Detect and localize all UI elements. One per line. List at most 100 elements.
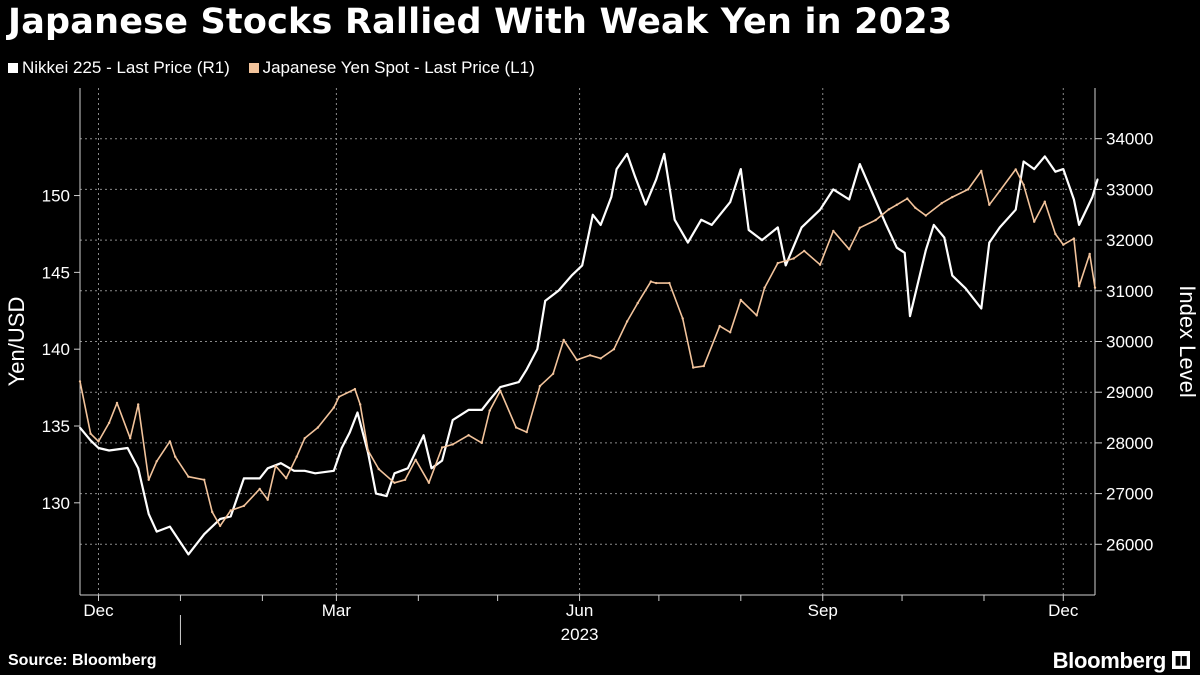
data-point-yen xyxy=(1077,285,1081,288)
data-point-nikkei xyxy=(1096,178,1099,181)
data-point-nikkei xyxy=(909,315,911,317)
data-point-nikkei xyxy=(525,368,528,371)
data-point-nikkei xyxy=(557,289,560,292)
data-point-yen xyxy=(940,202,943,205)
legend-item-yen: Japanese Yen Spot - Last Price (L1) xyxy=(248,58,535,77)
data-point-yen xyxy=(393,481,396,484)
data-point-yen xyxy=(203,478,206,481)
data-point-yen xyxy=(129,437,132,440)
data-point-nikkei xyxy=(332,469,335,472)
data-point-yen xyxy=(274,464,277,468)
left-tick-label: 150 xyxy=(42,187,70,206)
data-point-nikkei xyxy=(903,251,906,254)
data-point-nikkei xyxy=(885,224,888,226)
left-tick-label: 135 xyxy=(42,417,70,436)
data-point-nikkei xyxy=(219,518,222,520)
data-point-yen xyxy=(1062,243,1065,246)
data-point-nikkei xyxy=(108,449,110,452)
data-point-nikkei xyxy=(634,175,636,178)
data-point-yen xyxy=(316,426,320,429)
data-point-nikkei xyxy=(1022,160,1025,163)
data-point-yen xyxy=(692,366,695,369)
grid xyxy=(80,88,1095,595)
data-point-nikkei xyxy=(1014,208,1017,211)
right-tick-label: 29000 xyxy=(1106,383,1153,402)
data-point-yen xyxy=(242,504,246,508)
data-point-yen xyxy=(115,401,119,405)
data-point-yen xyxy=(440,446,444,449)
data-point-yen xyxy=(451,443,454,446)
data-point-yen xyxy=(107,421,111,425)
data-point-yen xyxy=(229,509,232,512)
right-tick-label: 27000 xyxy=(1106,485,1153,504)
data-point-yen xyxy=(625,320,629,323)
legend-swatch-yen xyxy=(248,62,259,73)
data-point-yen xyxy=(359,403,362,406)
data-point-yen xyxy=(998,189,1001,193)
right-axis-title: Index Level xyxy=(1175,285,1200,398)
data-point-yen xyxy=(966,188,970,191)
data-point-yen xyxy=(980,169,983,173)
data-point-yen xyxy=(702,364,705,368)
data-point-yen xyxy=(1072,237,1076,240)
data-point-nikkei xyxy=(1043,155,1046,158)
data-point-nikkei xyxy=(747,229,750,231)
data-point-nikkei xyxy=(687,241,689,244)
data-point-nikkei xyxy=(441,459,443,462)
data-point-nikkei xyxy=(599,224,602,226)
data-point-nikkei xyxy=(229,515,232,518)
data-point-yen xyxy=(874,218,877,222)
data-point-nikkei xyxy=(951,274,954,277)
data-point-yen xyxy=(467,434,470,437)
data-point-yen xyxy=(848,248,851,251)
data-point-yen xyxy=(366,449,370,452)
bloomberg-terminal-icon: ▮▮ xyxy=(1172,651,1190,670)
left-tick-label: 140 xyxy=(42,340,70,359)
data-point-nikkei xyxy=(480,409,483,411)
data-point-nikkei xyxy=(710,224,713,226)
data-point-yen xyxy=(218,524,222,528)
data-point-yen xyxy=(353,387,357,391)
data-point-nikkei xyxy=(1078,224,1080,226)
data-point-yen xyxy=(858,226,861,229)
data-point-yen xyxy=(988,203,991,206)
data-point-yen xyxy=(332,406,335,409)
data-point-nikkei xyxy=(375,492,377,495)
data-point-yen xyxy=(718,324,721,328)
data-point-yen xyxy=(427,481,431,484)
data-point-yen xyxy=(414,458,417,461)
data-point-yen xyxy=(155,460,158,463)
data-point-nikkei xyxy=(303,469,306,472)
data-point-nikkei xyxy=(739,168,742,171)
left-tick-label: 130 xyxy=(42,494,70,513)
data-point-nikkei xyxy=(872,193,874,196)
data-point-yen xyxy=(914,206,917,209)
data-point-nikkei xyxy=(964,287,967,290)
data-point-nikkei xyxy=(591,213,594,216)
data-point-nikkei xyxy=(243,477,245,480)
x-tick-label: Dec xyxy=(83,601,114,620)
data-point-yen xyxy=(649,280,653,283)
series-line-nikkei xyxy=(79,152,1099,556)
right-tick-label: 26000 xyxy=(1106,535,1153,554)
legend-label-nikkei: Nikkei 225 - Last Price (R1) xyxy=(22,58,230,77)
data-point-yen xyxy=(1088,252,1091,256)
x-tick-label: Sep xyxy=(808,601,838,620)
data-point-nikkei xyxy=(266,467,269,470)
data-point-nikkei xyxy=(895,246,898,249)
data-point-nikkei xyxy=(385,495,388,497)
axes xyxy=(74,88,1102,645)
data-point-yen xyxy=(303,437,306,440)
data-point-yen xyxy=(599,357,602,360)
data-point-yen xyxy=(258,487,261,491)
data-point-nikkei xyxy=(203,533,206,536)
data-point-nikkei xyxy=(1033,168,1036,171)
data-point-yen xyxy=(295,455,298,458)
data-point-yen xyxy=(403,478,407,481)
data-point-nikkei xyxy=(784,264,787,267)
data-point-yen xyxy=(147,478,150,481)
data-point-yen xyxy=(187,475,190,478)
brand-logo: Bloomberg ▮▮ xyxy=(1053,648,1190,674)
data-point-nikkei xyxy=(356,411,359,414)
data-point-nikkei xyxy=(499,386,502,388)
